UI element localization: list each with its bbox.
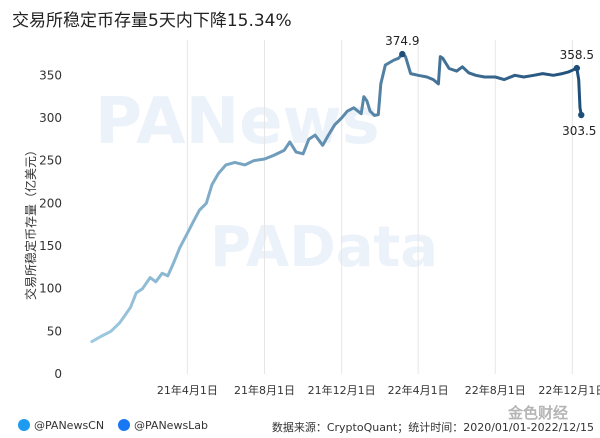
annotations: 374.9 358.5 303.5 bbox=[385, 34, 596, 138]
line-chart: 0 50 100 150 200 250 300 350 21年4月1日 21年8月1日 21年1… bbox=[39, 34, 600, 397]
y-tick-label: 200 bbox=[39, 196, 62, 210]
y-tick-label: 300 bbox=[39, 111, 62, 125]
x-tick-label: 22年4月1日 bbox=[388, 383, 449, 397]
y-axis: 0 50 100 150 200 250 300 350 bbox=[39, 68, 62, 381]
facebook-icon bbox=[118, 419, 130, 431]
twitter-handle-item[interactable]: @PANewsCN bbox=[18, 419, 104, 432]
chart-title: 交易所稳定币存量5天内下降15.34% bbox=[12, 11, 292, 31]
x-tick-label: 21年12月1日 bbox=[308, 383, 376, 397]
annotation-point bbox=[573, 64, 581, 72]
y-tick-label: 50 bbox=[47, 324, 62, 338]
y-tick-label: 350 bbox=[39, 68, 62, 82]
x-tick-label: 21年8月1日 bbox=[234, 383, 295, 397]
facebook-handle: @PANewsLab bbox=[134, 419, 209, 432]
data-source: 数据来源：CryptoQuant；统计时间：2020/01/01-2022/12… bbox=[271, 421, 594, 434]
x-tick-label: 21年4月1日 bbox=[157, 383, 218, 397]
x-tick-label: 22年12月1日 bbox=[538, 383, 600, 397]
y-tick-label: 0 bbox=[54, 367, 62, 381]
y-tick-label: 250 bbox=[39, 154, 62, 168]
y-axis-label: 交易所稳定币存量（亿美元） bbox=[24, 143, 38, 300]
annotation-point bbox=[578, 111, 585, 119]
y-tick-label: 150 bbox=[39, 239, 62, 253]
y-tick-label: 100 bbox=[39, 282, 62, 296]
annotation-label: 303.5 bbox=[562, 124, 596, 138]
series-line bbox=[90, 52, 583, 344]
facebook-handle-item[interactable]: @PANewsLab bbox=[118, 419, 208, 432]
x-tick-label: 22年8月1日 bbox=[465, 383, 526, 397]
annotation-point bbox=[399, 50, 406, 58]
twitter-icon bbox=[18, 419, 30, 431]
twitter-handle: @PANewsCN bbox=[34, 419, 105, 432]
annotation-label: 374.9 bbox=[385, 34, 419, 48]
grid-layer bbox=[186, 40, 573, 374]
x-axis: 21年4月1日 21年8月1日 21年12月1日 22年4月1日 22年8月1日 22年1… bbox=[157, 383, 600, 397]
footer: @PANewsCN @PANewsLab 数据来源：CryptoQuant；统计… bbox=[0, 414, 600, 438]
annotation-label: 358.5 bbox=[560, 48, 594, 62]
